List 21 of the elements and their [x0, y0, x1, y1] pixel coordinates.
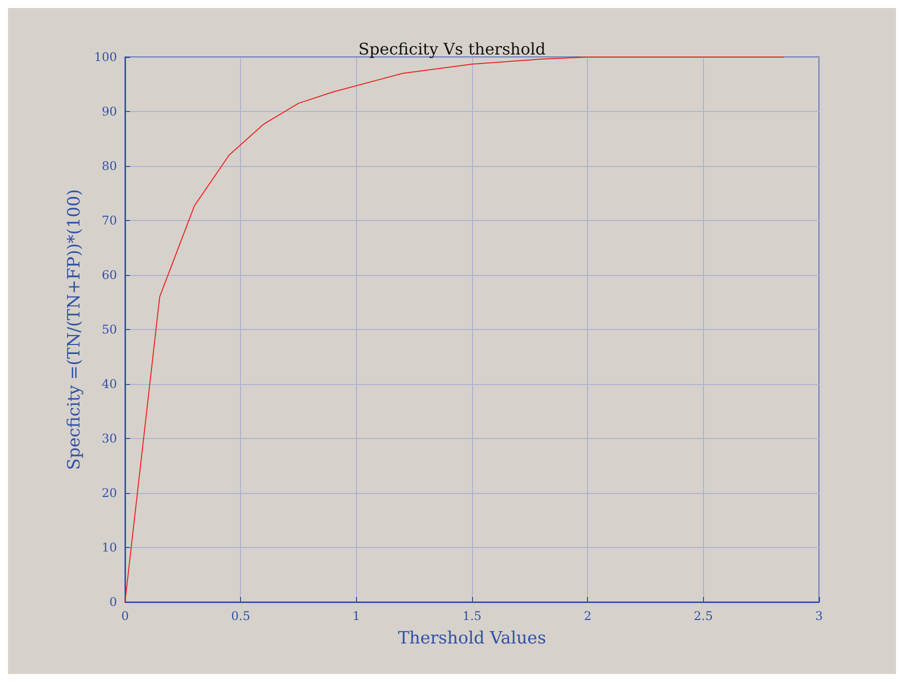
y-tick-label: 90 — [102, 104, 117, 118]
x-axis-title: Thershold Values — [398, 628, 546, 648]
x-tick-label: 2.5 — [694, 609, 713, 623]
chart-title: Specficity Vs thershold — [358, 40, 546, 58]
y-tick-label: 40 — [102, 377, 117, 391]
y-tick-label: 70 — [102, 214, 117, 228]
y-tick-label: 20 — [102, 486, 117, 500]
y-tick-label: 100 — [94, 50, 117, 64]
y-tick-label: 50 — [102, 322, 117, 336]
x-tick-label: 0 — [121, 609, 129, 623]
y-tick-label: 30 — [102, 432, 117, 446]
y-tick-label: 80 — [102, 159, 117, 173]
x-tick-label: 2 — [584, 609, 592, 623]
x-tick-label: 1 — [352, 609, 360, 623]
y-tick-label: 60 — [102, 268, 117, 282]
x-tick-label: 0.5 — [231, 609, 250, 623]
x-tick-label: 3 — [815, 609, 823, 623]
y-tick-label: 10 — [102, 540, 117, 554]
y-tick-label: 0 — [109, 595, 117, 609]
y-axis-title: Specficity =(TN/(TN+FP))*(100) — [64, 189, 84, 470]
x-tick-label: 1.5 — [462, 609, 482, 623]
